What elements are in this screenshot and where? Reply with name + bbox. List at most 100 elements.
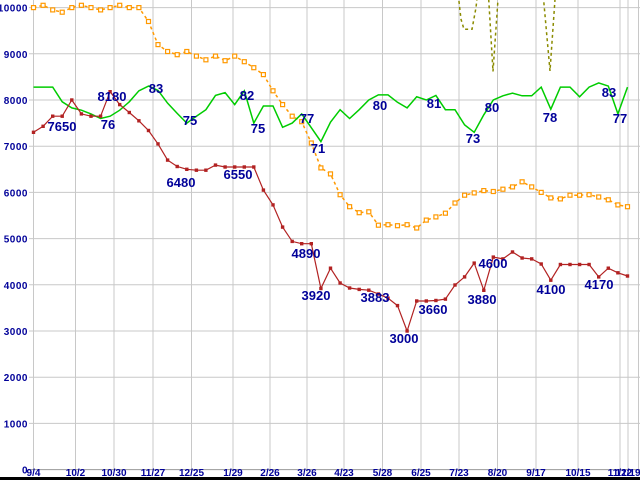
marker-orange-dashed xyxy=(375,222,381,228)
data-label: 3883 xyxy=(361,290,390,305)
x-tick-label: 1/29 xyxy=(223,468,243,479)
data-label: 80 xyxy=(373,98,387,113)
x-tick-label: 10/30 xyxy=(101,468,126,479)
marker-orange-dashed xyxy=(203,57,209,63)
marker-red-marked xyxy=(156,142,160,146)
marker-red-marked xyxy=(472,261,476,265)
marker-red-marked xyxy=(280,225,285,229)
marker-orange-dashed xyxy=(366,209,372,215)
marker-red-marked xyxy=(204,168,208,172)
marker-orange-dashed xyxy=(30,4,37,11)
marker-orange-dashed xyxy=(596,194,602,200)
marker-orange-dashed xyxy=(212,53,219,59)
data-label: 75 xyxy=(251,121,265,136)
marker-orange-dashed xyxy=(586,192,592,198)
marker-orange-dashed xyxy=(193,53,199,59)
marker-red-marked xyxy=(242,165,246,169)
marker-orange-dashed xyxy=(500,186,506,192)
marker-orange-dashed xyxy=(548,195,554,201)
x-tick-label: 9/17 xyxy=(526,468,546,479)
marker-orange-dashed xyxy=(308,140,314,146)
marker-orange-dashed xyxy=(471,190,477,196)
data-label: 4600 xyxy=(479,256,508,271)
y-tick-label: 5000 xyxy=(4,235,28,246)
marker-orange-dashed xyxy=(260,71,266,78)
marker-red-marked xyxy=(347,286,352,290)
marker-orange-dashed xyxy=(174,52,180,58)
marker-red-marked xyxy=(31,130,36,134)
marker-orange-dashed xyxy=(270,88,276,94)
marker-orange-dashed xyxy=(347,204,353,210)
x-tick-label: 10/15 xyxy=(565,468,590,479)
data-label: 82 xyxy=(240,88,254,103)
marker-red-marked xyxy=(194,168,199,172)
marker-orange-dashed xyxy=(232,53,238,59)
marker-orange-dashed xyxy=(40,2,46,8)
data-label: 4170 xyxy=(585,277,614,292)
x-tick-label: 7/23 xyxy=(449,468,469,479)
data-label: 3660 xyxy=(419,302,448,317)
marker-red-marked xyxy=(549,278,553,282)
marker-red-marked xyxy=(376,292,381,296)
data-label: 77 xyxy=(300,111,314,126)
marker-red-marked xyxy=(127,110,131,115)
marker-red-marked xyxy=(606,266,610,270)
data-label: 4890 xyxy=(292,246,321,261)
data-label: 83 xyxy=(602,85,616,100)
marker-orange-dashed xyxy=(184,48,190,55)
marker-red-marked xyxy=(520,256,524,260)
x-tick-label: 11/12 xyxy=(608,468,633,479)
marker-red-marked xyxy=(309,242,313,246)
data-label: 71 xyxy=(311,141,325,156)
data-label: 75 xyxy=(183,113,197,128)
marker-orange-dashed xyxy=(624,204,631,210)
marker-red-marked xyxy=(290,239,294,244)
marker-red-marked xyxy=(137,119,141,123)
marker-red-marked xyxy=(175,164,179,169)
marker-orange-dashed xyxy=(69,4,75,11)
marker-orange-dashed xyxy=(117,2,123,8)
y-tick-label: 9000 xyxy=(4,50,28,61)
marker-red-marked xyxy=(530,257,534,261)
marker-red-marked xyxy=(587,262,591,267)
data-label: 83 xyxy=(149,81,163,96)
data-label: 80 xyxy=(485,100,499,115)
data-label: 76 xyxy=(101,117,115,132)
marker-red-marked xyxy=(70,98,74,102)
marker-red-marked xyxy=(41,124,45,128)
marker-orange-dashed xyxy=(88,4,94,11)
marker-orange-dashed xyxy=(356,210,362,216)
marker-red-marked xyxy=(491,255,495,259)
x-tick-label: 3/26 xyxy=(297,468,317,479)
marker-orange-dashed xyxy=(78,2,85,8)
marker-orange-dashed xyxy=(299,119,305,125)
x-tick-label: 6/25 xyxy=(411,468,431,479)
marker-orange-dashed xyxy=(529,184,535,190)
marker-orange-dashed xyxy=(509,184,516,190)
marker-red-marked xyxy=(482,288,486,292)
marker-red-marked xyxy=(558,262,563,267)
marker-orange-dashed xyxy=(462,192,468,198)
x-tick-label: 2/26 xyxy=(260,468,280,479)
x-tick-label: 12/19 xyxy=(615,468,640,479)
marker-orange-dashed xyxy=(385,222,391,228)
marker-red-marked xyxy=(319,286,323,291)
marker-red-marked xyxy=(367,288,371,292)
marker-red-marked xyxy=(252,165,256,169)
marker-orange-dashed xyxy=(107,4,113,11)
marker-red-marked xyxy=(405,329,409,333)
marker-red-marked xyxy=(577,262,582,267)
marker-orange-dashed xyxy=(136,4,142,11)
marker-orange-dashed xyxy=(337,192,343,198)
x-tick-label: 8/20 xyxy=(488,468,508,479)
marker-orange-dashed xyxy=(615,202,621,208)
series-olive-dashed xyxy=(458,0,556,72)
marker-red-marked xyxy=(261,188,266,192)
marker-red-marked xyxy=(271,203,275,207)
marker-orange-dashed xyxy=(145,18,152,25)
data-label: 77 xyxy=(613,111,627,126)
y-tick-label: 2000 xyxy=(4,373,28,384)
x-tick-label: 9/4 xyxy=(27,468,41,479)
